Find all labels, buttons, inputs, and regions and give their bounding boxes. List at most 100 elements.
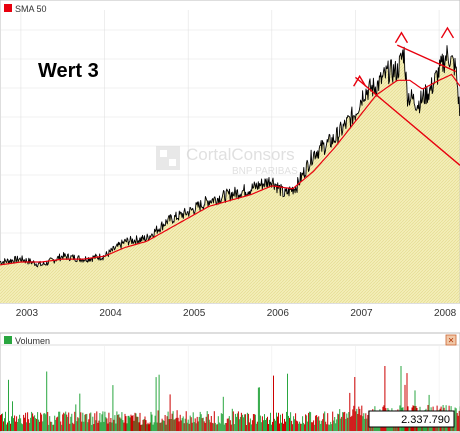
volume-bar	[193, 422, 195, 431]
volume-bar	[146, 424, 148, 431]
volume-bar	[178, 421, 180, 431]
volume-bar	[70, 416, 72, 431]
volume-bar	[156, 422, 158, 431]
volume-bar	[280, 414, 281, 431]
volume-bar	[319, 420, 321, 431]
volume-bar	[224, 423, 226, 431]
volume-bar	[27, 412, 29, 431]
volume-bar	[10, 423, 11, 431]
volume-bar	[125, 416, 127, 431]
volume-bar	[321, 420, 323, 431]
volume-bar	[141, 424, 143, 431]
volume-bar	[284, 418, 285, 431]
volume-bar	[33, 416, 35, 431]
volume-bar	[266, 418, 267, 431]
volume-bar	[332, 411, 334, 431]
volume-bar	[11, 416, 12, 431]
volume-bar	[1, 414, 2, 431]
volume-bar	[119, 417, 121, 431]
volume-bar	[350, 416, 352, 431]
volume-bar	[333, 420, 335, 431]
volume-bar	[152, 424, 154, 431]
volume-bar	[340, 418, 342, 431]
volume-bar	[42, 421, 44, 431]
volume-bar	[260, 422, 262, 431]
volume-bar	[155, 377, 157, 431]
volume-bar	[308, 412, 310, 431]
volume-bar	[238, 419, 240, 431]
volume-bar	[273, 375, 274, 431]
volume-bar	[196, 416, 198, 431]
volume-bar	[29, 422, 31, 431]
volume-bar	[124, 413, 126, 431]
volume-bar	[168, 419, 170, 431]
volume-bar	[355, 411, 357, 431]
volume-bar	[404, 384, 406, 431]
volume-bar	[361, 405, 363, 431]
volume-bar	[194, 418, 196, 431]
volume-bar	[182, 416, 184, 431]
volume-bar	[241, 414, 243, 431]
volume-bar	[201, 418, 203, 431]
volume-bar	[177, 417, 179, 431]
volume-bar	[243, 414, 245, 431]
volume-current-value: 2.337.790	[401, 414, 450, 426]
volume-bar	[23, 414, 25, 431]
price-area-fill	[0, 45, 460, 303]
volume-bar	[269, 419, 270, 431]
volume-bar	[281, 422, 282, 431]
volume-bar	[256, 421, 258, 431]
volume-bar	[279, 423, 280, 431]
volume-bar	[211, 422, 213, 431]
volume-bar	[232, 411, 234, 431]
volume-bar	[110, 418, 112, 431]
volume-bar	[86, 413, 88, 431]
volume-bar	[104, 411, 106, 431]
volume-bar	[164, 415, 166, 431]
volume-bar	[95, 420, 97, 431]
volume-bar	[400, 366, 402, 431]
volume-bar	[235, 416, 237, 431]
volume-bar	[189, 415, 191, 431]
volume-bar	[228, 416, 230, 431]
sma50-legend-label: SMA 50	[15, 4, 47, 14]
volume-bar	[188, 423, 190, 431]
volume-bar	[170, 419, 172, 431]
volume-bar	[16, 416, 18, 431]
volume-bar	[88, 419, 90, 431]
volume-bar	[75, 404, 77, 431]
volume-bar	[215, 424, 217, 431]
volume-bar	[229, 420, 231, 431]
volume-bar	[192, 412, 194, 431]
volume-bar	[264, 414, 265, 431]
volume-bar	[337, 413, 339, 431]
volume-bar	[18, 418, 20, 431]
volume-bar	[197, 421, 199, 431]
volume-bar	[295, 413, 297, 431]
volume-bar	[275, 420, 276, 431]
volume-bar	[169, 394, 171, 431]
volume-bar	[19, 414, 21, 431]
volume-bar	[151, 414, 153, 431]
volume-bar	[31, 411, 33, 431]
volume-bar	[304, 424, 306, 431]
volume-bar	[363, 413, 365, 431]
volume-bar	[300, 423, 302, 431]
volume-bar	[48, 424, 50, 431]
volume-bar	[240, 412, 242, 431]
volume-bar	[137, 416, 139, 431]
volume-bar	[47, 412, 49, 431]
volume-bar	[290, 412, 292, 431]
volume-bar	[74, 411, 76, 431]
volume-bar	[52, 424, 54, 431]
volume-bar	[303, 422, 305, 431]
volume-bar	[108, 412, 110, 431]
volume-bar	[186, 422, 188, 431]
volume-bar	[356, 408, 358, 431]
volume-bar	[159, 422, 161, 431]
volume-bar	[172, 411, 174, 431]
volume-bar	[106, 418, 108, 431]
close-volume-button[interactable]: ×	[445, 334, 457, 347]
volume-bar	[114, 415, 116, 431]
